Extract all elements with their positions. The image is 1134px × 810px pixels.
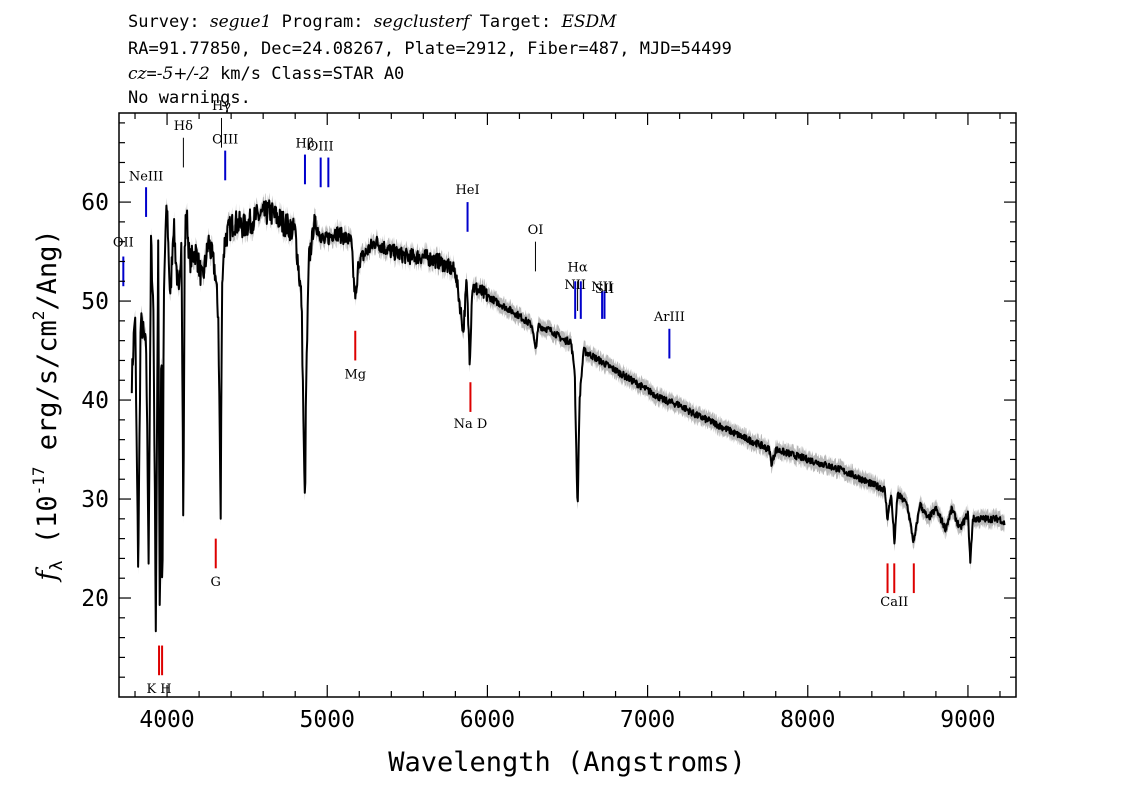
header-line-3: cz=-5+/-2 km/s Class=STAR A0 [128, 64, 405, 84]
y-tick-label: 20 [81, 586, 109, 612]
survey-name: segue1 [209, 12, 272, 32]
line-label: Na D [454, 417, 488, 432]
line-label: HeI [455, 183, 479, 198]
y-tick-label: 30 [81, 487, 109, 513]
spectrum-line [130, 199, 1006, 633]
line-label: CaII [880, 595, 908, 610]
line-label: NeIII [129, 169, 163, 184]
x-tick-label: 6000 [460, 707, 515, 733]
line-label: SII [595, 282, 614, 297]
plot-frame [118, 112, 1017, 698]
line-label: OIII [308, 140, 334, 155]
y-axis-label: fλ (10-17 erg/s/cm2/Ang) [29, 229, 67, 582]
x-tick-label: 5000 [300, 707, 355, 733]
line-label: NII [564, 278, 586, 293]
line-label: OIII [212, 133, 238, 148]
y-tick-label: 60 [81, 190, 109, 216]
line-label: NII [591, 280, 613, 295]
x-tick-label: 4000 [139, 707, 194, 733]
program-name: segclusterf [373, 12, 470, 32]
line-label: ArIII [653, 310, 685, 325]
line-label: Mg [344, 367, 366, 382]
x-tick-label: 7000 [620, 707, 675, 733]
line-label: Hδ [174, 119, 193, 134]
header-line-1: Survey: segue1 Program: segclusterf Targ… [128, 12, 617, 32]
x-axis-label: Wavelength (Angstroms) [388, 747, 746, 778]
line-label: Hγ [212, 99, 231, 114]
line-label: G [211, 575, 221, 590]
line-label: OII [113, 236, 134, 251]
line-label: Hβ [296, 137, 315, 152]
header-line-4: No warnings. [128, 88, 251, 108]
y-tick-label: 50 [81, 289, 109, 315]
line-label: Hα [568, 260, 588, 275]
header-line-2: RA=91.77850, Dec=24.08267, Plate=2912, F… [128, 39, 732, 59]
target-name: ESDM [561, 12, 617, 32]
line-label: OI [528, 223, 544, 238]
line-label: K H [146, 682, 171, 697]
axis-ticks: 4000 5000 6000 7000 8000 9000 20 30 40 50 60 [81, 113, 1016, 733]
x-tick-label: 8000 [780, 707, 835, 733]
x-tick-label: 9000 [940, 707, 995, 733]
spectrum-series [130, 199, 1006, 633]
y-tick-label: 40 [81, 388, 109, 414]
